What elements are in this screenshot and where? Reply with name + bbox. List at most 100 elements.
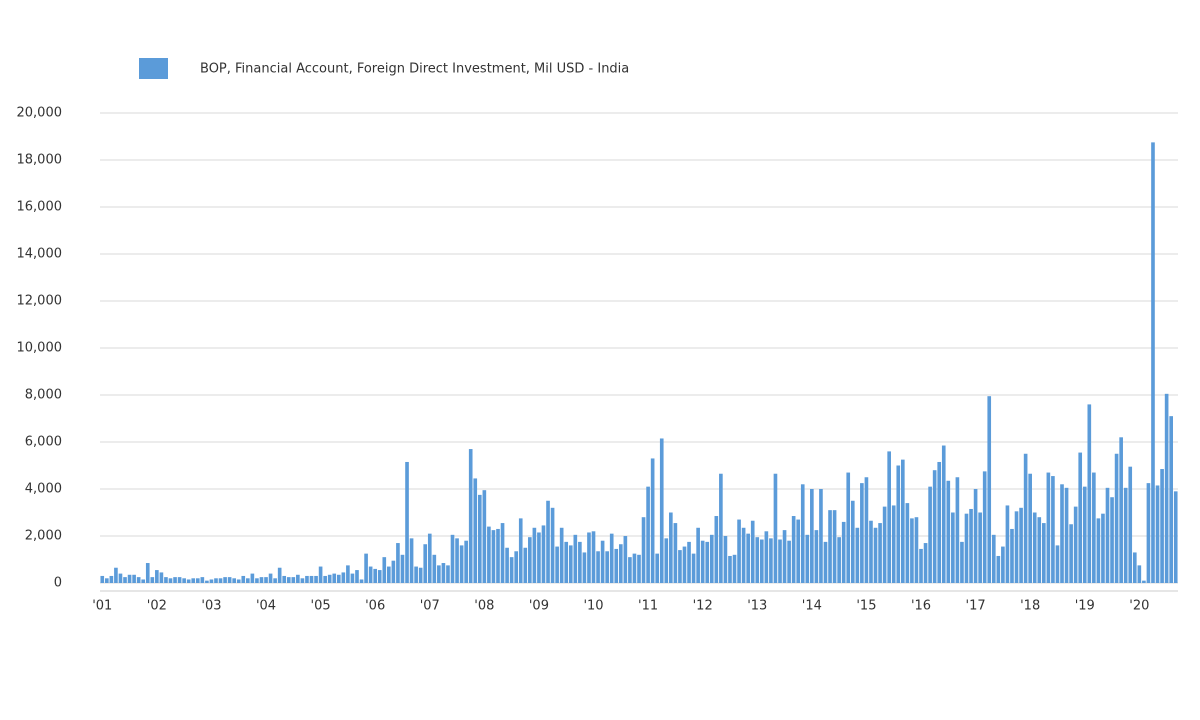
bar — [568, 545, 573, 583]
bar — [1060, 484, 1064, 583]
bar — [318, 566, 323, 583]
bar — [855, 527, 860, 583]
bar — [964, 513, 969, 583]
bar — [1169, 416, 1173, 583]
bar — [1092, 472, 1096, 583]
bar — [341, 572, 346, 583]
x-tick-label: '08 — [474, 599, 494, 614]
bar — [537, 532, 541, 583]
bar — [218, 578, 223, 583]
bar — [782, 530, 787, 583]
bar — [1164, 393, 1169, 583]
y-tick-label: 2,000 — [25, 529, 62, 544]
y-tick-label: 12,000 — [17, 294, 63, 309]
bar — [1128, 466, 1133, 583]
bar — [709, 534, 714, 583]
bar — [259, 577, 264, 583]
bar — [960, 541, 964, 583]
bar — [655, 553, 660, 583]
bar — [118, 573, 123, 583]
bar — [332, 573, 337, 583]
bar — [659, 438, 664, 583]
bar — [805, 534, 810, 583]
bar — [769, 538, 773, 583]
bar — [1101, 513, 1105, 583]
bar — [609, 533, 614, 583]
bar — [646, 486, 650, 583]
bar — [996, 555, 1001, 583]
bar — [846, 472, 851, 583]
bar — [141, 579, 146, 583]
bar — [1069, 524, 1073, 583]
bar — [446, 565, 450, 583]
bar — [732, 554, 737, 583]
bar — [723, 536, 728, 583]
bar — [391, 560, 396, 583]
bar — [277, 567, 282, 583]
bar — [869, 520, 873, 583]
bar — [987, 396, 992, 583]
y-tick-label: 14,000 — [17, 247, 63, 262]
bar — [432, 554, 437, 583]
bar — [114, 567, 118, 583]
bar — [1032, 512, 1037, 583]
bar — [637, 554, 641, 583]
bar — [941, 445, 946, 583]
bar — [514, 551, 519, 583]
bar — [509, 557, 514, 583]
bar — [714, 516, 719, 583]
bar — [741, 527, 746, 583]
x-tick-label: '18 — [1020, 599, 1040, 614]
y-tick-label: 6,000 — [25, 435, 62, 450]
bar — [1114, 453, 1119, 583]
bar — [1110, 497, 1114, 583]
bar — [336, 574, 341, 583]
bar — [828, 510, 832, 583]
bar — [177, 577, 182, 583]
bar — [182, 578, 186, 583]
bar — [491, 530, 496, 583]
bar — [173, 577, 177, 583]
bar — [900, 459, 905, 583]
bar — [523, 547, 528, 583]
bar — [464, 540, 468, 583]
bar — [132, 574, 136, 583]
bar — [1037, 517, 1042, 583]
bar — [282, 575, 287, 583]
bar — [600, 540, 605, 583]
bar — [155, 570, 159, 583]
bar — [550, 507, 555, 583]
x-tick-label: '09 — [529, 599, 549, 614]
bar — [1096, 518, 1101, 583]
bar — [650, 458, 655, 583]
bar — [573, 534, 578, 583]
bar — [186, 579, 191, 583]
bar — [195, 578, 200, 583]
x-tick-label: '15 — [856, 599, 876, 614]
bar — [546, 500, 550, 583]
bar — [1046, 472, 1051, 583]
bar — [678, 550, 682, 583]
bar — [896, 465, 901, 583]
bar — [441, 563, 446, 583]
bar — [1064, 487, 1069, 583]
bar — [841, 521, 846, 583]
bar — [164, 577, 168, 583]
bar — [891, 505, 896, 583]
bar — [755, 537, 760, 583]
bar — [914, 517, 919, 583]
bar — [291, 577, 296, 583]
bar — [455, 538, 459, 583]
bar — [832, 510, 837, 583]
bar — [1001, 546, 1005, 583]
bar — [591, 531, 596, 583]
bar — [1087, 404, 1092, 583]
legend-swatch — [139, 58, 168, 79]
bar — [127, 574, 132, 583]
bar — [800, 484, 805, 583]
y-tick-label: 18,000 — [17, 153, 63, 168]
bar — [528, 537, 532, 583]
bar — [632, 553, 637, 583]
bar — [405, 461, 409, 583]
bar — [264, 577, 268, 583]
